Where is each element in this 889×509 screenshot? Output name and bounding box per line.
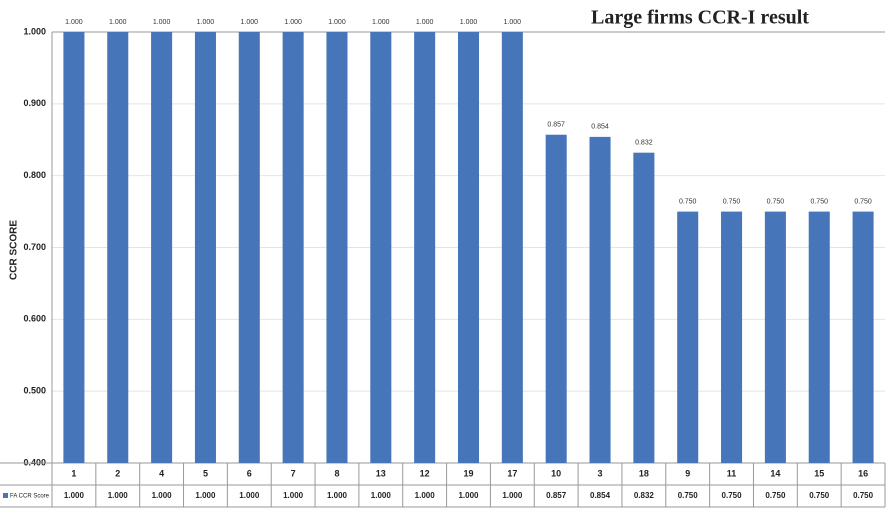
legend-swatch [3, 493, 8, 498]
bar [457, 32, 480, 463]
x-tick-label: 18 [639, 468, 649, 478]
bar [677, 211, 699, 463]
data-label: 1.000 [372, 19, 390, 26]
data-label: 1.000 [109, 19, 127, 26]
x-tick-label: 6 [247, 468, 252, 478]
table-value: 1.000 [371, 491, 392, 500]
data-label: 1.000 [504, 19, 522, 26]
x-tick-label: 8 [334, 468, 339, 478]
x-tick-label: 12 [420, 468, 430, 478]
bar [633, 152, 655, 463]
y-tick-label: 0.700 [23, 242, 46, 252]
data-label: 0.750 [854, 198, 872, 205]
table-value: 1.000 [283, 491, 304, 500]
bar [808, 211, 830, 463]
y-tick-label: 0.800 [23, 170, 46, 180]
data-label: 0.832 [635, 140, 653, 147]
x-tick-label: 9 [685, 468, 690, 478]
table-value: 1.000 [195, 491, 216, 500]
bar [852, 211, 874, 463]
table-value: 0.750 [809, 491, 830, 500]
bar [764, 211, 786, 463]
table-value: 0.750 [678, 491, 699, 500]
bar [370, 32, 392, 463]
bar [194, 32, 216, 463]
x-tick-label: 16 [858, 468, 868, 478]
table-value: 1.000 [458, 491, 479, 500]
data-label: 1.000 [416, 19, 434, 26]
table-value: 1.000 [108, 491, 129, 500]
bar [326, 32, 348, 463]
table-value: 0.832 [634, 491, 655, 500]
x-tick-label: 4 [159, 468, 164, 478]
x-tick-label: 10 [551, 468, 561, 478]
table-value: 1.000 [502, 491, 523, 500]
data-label: 0.750 [723, 198, 741, 205]
x-tick-label: 13 [376, 468, 386, 478]
data-label: 0.854 [591, 124, 609, 131]
y-tick-label: 0.400 [23, 457, 46, 467]
table-value: 0.854 [590, 491, 611, 500]
data-label: 1.000 [197, 19, 215, 26]
bar [501, 32, 523, 463]
x-tick-label: 2 [115, 468, 120, 478]
y-tick-label: 0.500 [23, 386, 46, 396]
bar [63, 32, 85, 463]
bar [414, 32, 436, 463]
table-value: 0.750 [765, 491, 786, 500]
table-value: 1.000 [327, 491, 348, 500]
bar [151, 32, 173, 463]
table-value: 1.000 [64, 491, 85, 500]
x-tick-label: 15 [814, 468, 824, 478]
x-tick-label: 19 [463, 468, 473, 478]
legend-label: FA CCR Score [10, 494, 50, 500]
table-value: 1.000 [239, 491, 260, 500]
data-label: 1.000 [460, 19, 478, 26]
data-label: 0.750 [810, 198, 828, 205]
x-tick-label: 11 [727, 468, 737, 478]
table-value: 0.857 [546, 491, 567, 500]
x-tick-label: 5 [203, 468, 208, 478]
data-label: 1.000 [328, 19, 346, 26]
data-label: 0.750 [679, 198, 697, 205]
data-label: 1.000 [241, 19, 259, 26]
y-axis-label: CCR SCORE [9, 220, 20, 280]
x-tick-label: 17 [507, 468, 517, 478]
data-label: 1.000 [153, 19, 171, 26]
x-tick-label: 7 [291, 468, 296, 478]
table-value: 1.000 [415, 491, 436, 500]
bar [721, 211, 743, 463]
chart-title: Large firms CCR-I result [591, 7, 809, 29]
bar [282, 32, 304, 463]
data-label: 1.000 [284, 19, 302, 26]
table-value: 1.000 [152, 491, 173, 500]
bar [589, 136, 611, 464]
y-tick-label: 0.900 [23, 98, 46, 108]
x-tick-label: 3 [598, 468, 603, 478]
x-tick-label: 1 [71, 468, 76, 478]
table-value: 0.750 [722, 491, 743, 500]
data-label: 0.857 [547, 122, 565, 129]
data-label: 0.750 [767, 198, 785, 205]
bar [545, 134, 567, 463]
table-value: 0.750 [853, 491, 874, 500]
y-tick-label: 0.600 [23, 314, 46, 324]
x-tick-label: 14 [770, 468, 780, 478]
bar [107, 32, 129, 463]
bar [238, 32, 260, 463]
data-label: 1.000 [65, 19, 83, 26]
y-tick-label: 1.000 [23, 26, 46, 36]
